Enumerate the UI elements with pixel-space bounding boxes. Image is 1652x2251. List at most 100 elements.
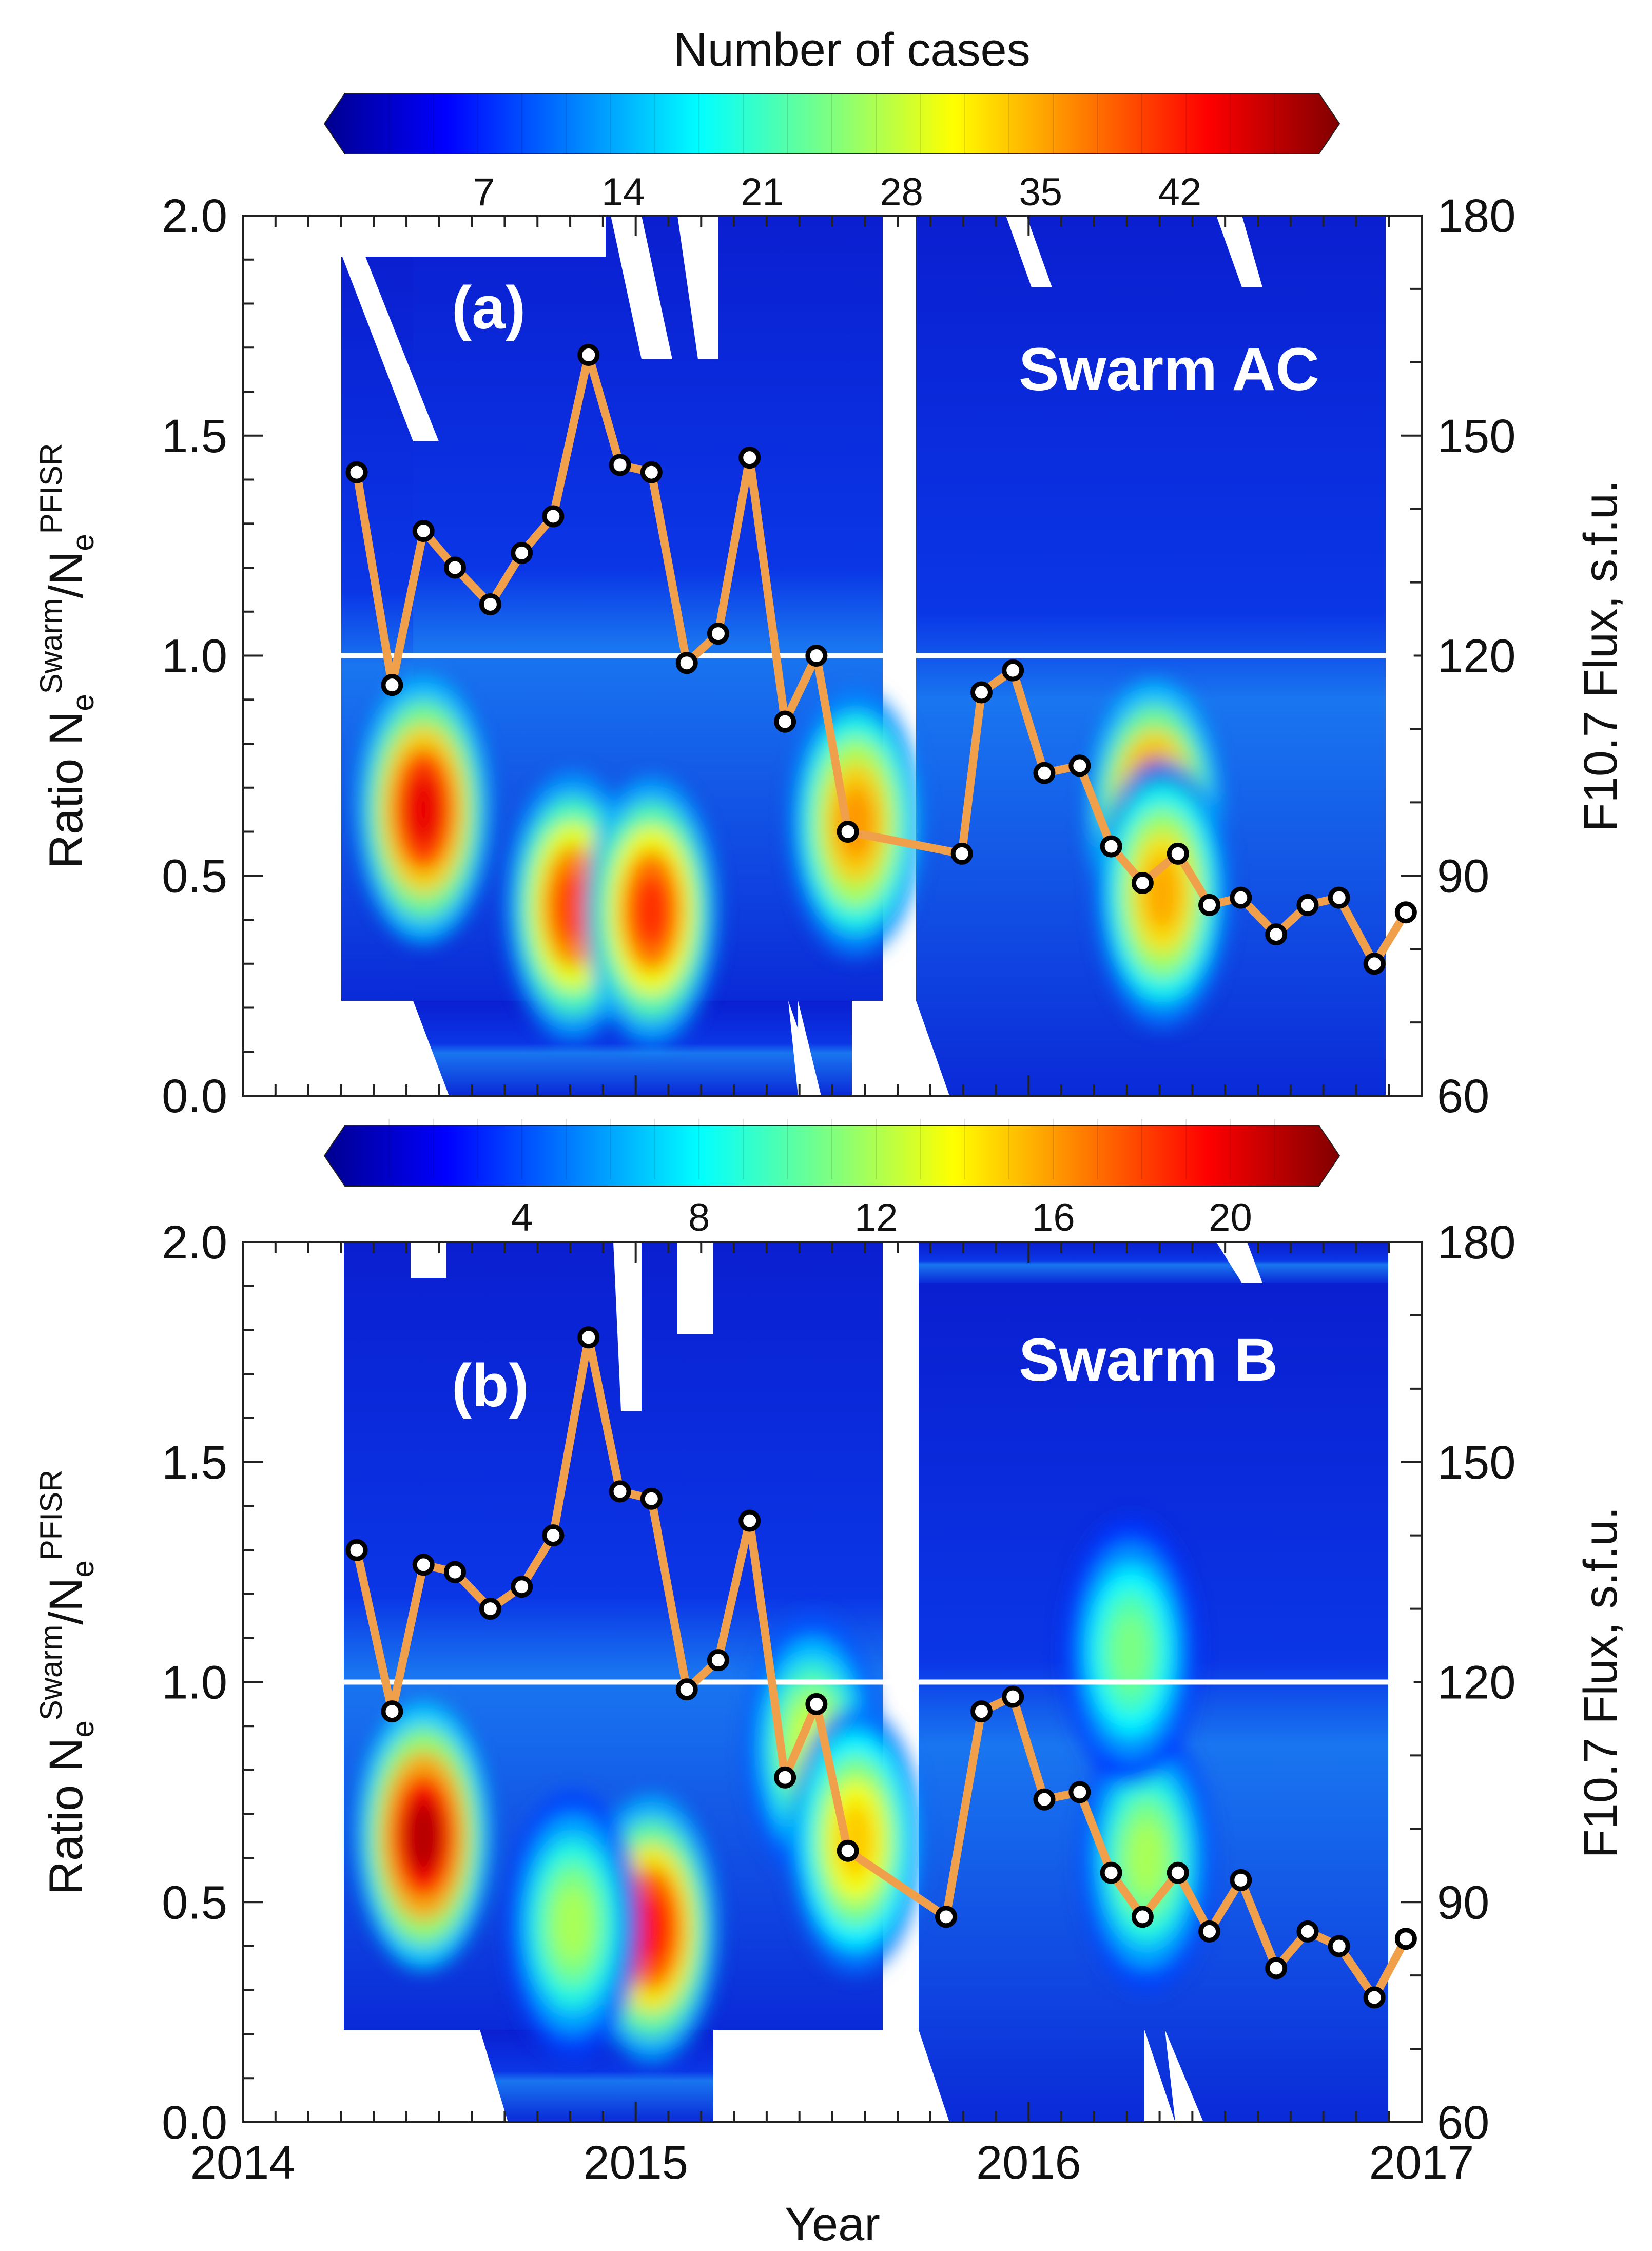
f107-point-1-22 <box>1131 1906 1154 1928</box>
f107-point-0-4 <box>479 593 501 615</box>
f107-point-0-17 <box>970 681 993 704</box>
hotspot-0-2-level-4 <box>632 874 670 948</box>
colorbar-1-tick-label-1: 8 <box>688 1196 710 1239</box>
colorbar-1-tick-label-4: 20 <box>1209 1196 1252 1239</box>
f107-point-0-23 <box>1167 842 1189 865</box>
heatmap-a-hotspots <box>357 676 1229 1044</box>
hotspot-1-0-level-4 <box>404 1798 442 1874</box>
colorbar-title: Number of cases <box>673 24 1030 76</box>
panel-a-satellite: Swarm AC <box>1019 336 1319 403</box>
panel-a-ticks: 0.0 0.5 1.0 1.5 2.0 60 90 120 150 180 <box>162 190 1515 1122</box>
f107-point-1-4 <box>479 1598 501 1620</box>
f107-point-1-5 <box>511 1576 533 1598</box>
f107-point-0-9 <box>640 461 663 483</box>
right-tick-label-0-2: 120 <box>1437 630 1516 683</box>
panel-a-label: (a) <box>452 274 526 342</box>
colorbar-b-tick-labels: 4 8 12 16 20 <box>388 1119 1275 1239</box>
hotspot-0-0-level-4 <box>404 772 442 847</box>
colorbar-a: 7 14 21 28 35 42 <box>323 93 1340 214</box>
f107-point-1-27 <box>1296 1920 1319 1943</box>
f107-point-1-11 <box>707 1649 729 1672</box>
hotspot-0-1-level-4 <box>554 869 592 944</box>
left-tick-label-1-1: 0.5 <box>162 1876 227 1929</box>
hotspot-1-2-level-4 <box>554 1887 592 1962</box>
f107-point-1-17 <box>970 1700 993 1723</box>
x-tick-label-3: 2017 <box>1369 2137 1474 2189</box>
colorbar-0-tick-label-3: 28 <box>880 170 923 214</box>
panel-b-ticks: 0.0 0.5 1.0 1.5 2.0 60 90 120 150 180 <box>162 1216 1515 2149</box>
right-tick-label-0-3: 150 <box>1437 410 1516 462</box>
f107-point-0-15 <box>837 821 859 843</box>
f107-point-1-30 <box>1394 1928 1417 1950</box>
f107-point-1-0 <box>345 1539 368 1561</box>
colorbar-0-tick-label-1: 14 <box>601 170 645 214</box>
right-tick-label-0-0: 60 <box>1437 1070 1489 1122</box>
f107-point-1-13 <box>774 1766 796 1789</box>
f107-point-0-12 <box>738 447 761 469</box>
left-tick-label-1-0: 0.0 <box>162 2097 227 2149</box>
right-axis-title-b: F10.7 Flux, s.f.u. <box>1575 1506 1627 1858</box>
colorbar-1-tick-label-3: 16 <box>1032 1196 1075 1239</box>
left-axis-title-b: Ratio NeSwarm/NePFISR <box>34 1470 100 1895</box>
f107-point-0-1 <box>381 674 403 696</box>
right-axis-title-a: F10.7 Flux, s.f.u. <box>1575 480 1627 831</box>
right-tick-label-1-0: 60 <box>1437 2097 1489 2149</box>
f107-point-1-7 <box>577 1326 600 1349</box>
f107-point-0-29 <box>1363 953 1386 975</box>
right-tick-label-1-4: 180 <box>1437 1216 1516 1269</box>
f107-point-0-6 <box>542 505 565 528</box>
x-tick-label-1: 2015 <box>583 2137 688 2189</box>
right-tick-label-0-1: 90 <box>1437 850 1489 902</box>
left-tick-label-0-2: 1.0 <box>162 630 227 683</box>
f107-point-1-15 <box>837 1839 859 1862</box>
f107-point-0-11 <box>707 623 729 645</box>
x-tick-label-0: 2014 <box>190 2137 296 2189</box>
left-axis-title-a-ratio: Ratio <box>40 759 92 869</box>
f107-point-1-18 <box>1002 1685 1024 1708</box>
panel-b: 0.0 0.5 1.0 1.5 2.0 60 90 120 150 180 (b) Swarm B <box>162 1216 1515 2149</box>
colorbar-1-tick-label-0: 4 <box>511 1196 533 1239</box>
colorbar-1-tick-label-2: 12 <box>854 1196 898 1239</box>
panel-b-satellite: Swarm B <box>1019 1326 1278 1394</box>
f107-point-1-28 <box>1328 1935 1350 1957</box>
left-axis-title-a: Ratio NeSwarm/NePFISR <box>34 443 100 869</box>
left-tick-label-1-3: 1.5 <box>162 1437 227 1489</box>
f107-point-1-6 <box>542 1524 565 1547</box>
heatmap-b-hotspots <box>357 1518 1214 2062</box>
f107-point-1-8 <box>609 1480 631 1503</box>
f107-point-0-8 <box>609 454 631 476</box>
f107-point-1-16 <box>935 1906 958 1928</box>
f107-point-0-26 <box>1265 923 1288 946</box>
f107-point-0-28 <box>1328 886 1350 909</box>
f107-point-0-24 <box>1198 894 1221 916</box>
f107-point-1-3 <box>443 1561 466 1583</box>
f107-point-1-1 <box>381 1700 403 1723</box>
f107-point-0-5 <box>511 541 533 564</box>
colorbar-b: 4 8 12 16 20 <box>323 1119 1340 1239</box>
colorbar-0-tick-label-2: 21 <box>741 170 784 214</box>
f107-point-0-18 <box>1002 659 1024 682</box>
colorbar-0-tick-label-4: 35 <box>1019 170 1062 214</box>
f107-point-1-19 <box>1033 1788 1056 1811</box>
left-tick-label-0-0: 0.0 <box>162 1070 227 1122</box>
f107-point-0-30 <box>1394 901 1417 924</box>
f107-point-0-19 <box>1033 762 1056 784</box>
left-tick-label-0-4: 2.0 <box>162 190 227 242</box>
right-tick-label-1-3: 150 <box>1437 1437 1516 1489</box>
f107-point-1-20 <box>1068 1781 1091 1803</box>
x-tick-label-2: 2016 <box>976 2137 1081 2189</box>
f107-point-1-26 <box>1265 1957 1288 1980</box>
right-tick-label-0-4: 180 <box>1437 190 1516 242</box>
f107-point-1-23 <box>1167 1861 1189 1884</box>
f107-point-0-10 <box>675 652 698 674</box>
hotspot-1-6-level-4 <box>1112 1614 1150 1689</box>
right-tick-label-1-2: 120 <box>1437 1657 1516 1709</box>
f107-point-1-24 <box>1198 1920 1221 1943</box>
left-tick-label-0-3: 1.5 <box>162 410 227 462</box>
f107-point-0-14 <box>805 645 828 667</box>
f107-point-1-25 <box>1230 1869 1252 1891</box>
hotspot-1-5-level-4 <box>1128 1820 1165 1896</box>
panel-a: 0.0 0.5 1.0 1.5 2.0 60 90 120 150 180 (a) Swarm A… <box>162 190 1515 1122</box>
panel-b-label: (b) <box>452 1352 529 1420</box>
